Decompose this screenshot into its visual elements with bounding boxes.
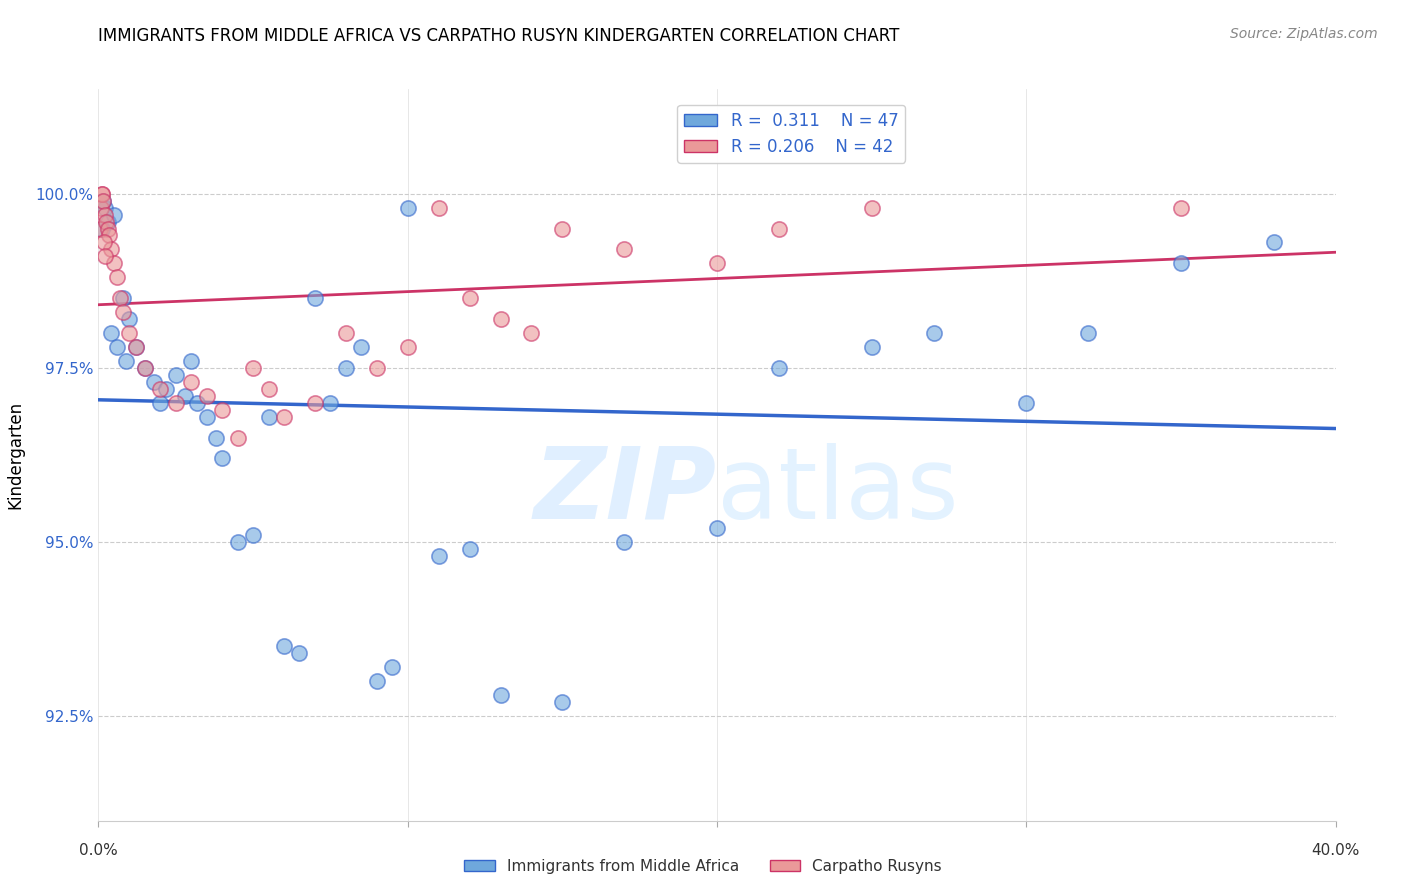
Point <box>489 312 512 326</box>
Point <box>165 368 187 382</box>
Point <box>520 326 543 340</box>
Point <box>98 228 121 243</box>
Point <box>860 201 883 215</box>
Point <box>105 270 128 285</box>
Point <box>186 395 208 409</box>
Point <box>195 409 218 424</box>
Point <box>768 221 790 235</box>
Point <box>427 201 450 215</box>
Point <box>89 221 111 235</box>
Point <box>458 541 481 556</box>
Point <box>922 326 945 340</box>
Point <box>768 360 790 375</box>
Point <box>335 326 357 340</box>
Point <box>257 409 280 424</box>
Point <box>93 208 115 222</box>
Point <box>366 360 388 375</box>
Point <box>319 395 342 409</box>
Point <box>100 326 122 340</box>
Point <box>396 201 419 215</box>
Point <box>90 201 112 215</box>
Point <box>273 409 295 424</box>
Point <box>242 528 264 542</box>
Point <box>180 354 202 368</box>
Point <box>427 549 450 563</box>
Point <box>613 243 636 257</box>
Point <box>118 312 141 326</box>
Text: ZIP: ZIP <box>534 443 717 540</box>
Point <box>93 235 115 250</box>
Point <box>90 221 112 235</box>
Text: 0.0%: 0.0% <box>79 843 118 858</box>
Point <box>551 221 574 235</box>
Point <box>257 382 280 396</box>
Point <box>205 430 228 444</box>
Point <box>350 340 373 354</box>
Point <box>1170 201 1192 215</box>
Point <box>211 402 233 417</box>
Point <box>706 256 728 270</box>
Point <box>1263 235 1285 250</box>
Point <box>115 354 138 368</box>
Point <box>143 375 166 389</box>
Point <box>366 674 388 689</box>
Legend: R =  0.311    N = 47, R = 0.206    N = 42: R = 0.311 N = 47, R = 0.206 N = 42 <box>678 105 905 162</box>
Point <box>112 305 135 319</box>
Point <box>288 647 311 661</box>
Point <box>94 249 117 263</box>
Point <box>458 291 481 305</box>
Legend: Immigrants from Middle Africa, Carpatho Rusyns: Immigrants from Middle Africa, Carpatho … <box>458 853 948 880</box>
Point <box>118 326 141 340</box>
Text: 40.0%: 40.0% <box>1312 843 1360 858</box>
Point <box>1170 256 1192 270</box>
Point <box>211 451 233 466</box>
Point <box>91 186 114 201</box>
Point <box>180 375 202 389</box>
Point <box>489 688 512 702</box>
Point <box>149 395 172 409</box>
Point <box>108 291 131 305</box>
Point <box>100 243 122 257</box>
Point <box>706 521 728 535</box>
Text: Source: ZipAtlas.com: Source: ZipAtlas.com <box>1230 27 1378 41</box>
Point <box>381 660 404 674</box>
Point <box>860 340 883 354</box>
Point <box>273 640 295 654</box>
Point <box>124 340 146 354</box>
Y-axis label: Kindergarten: Kindergarten <box>7 401 24 509</box>
Point <box>149 382 172 396</box>
Point <box>155 382 177 396</box>
Point <box>304 291 326 305</box>
Point <box>226 430 249 444</box>
Point <box>242 360 264 375</box>
Point <box>96 214 118 228</box>
Point <box>124 340 146 354</box>
Point <box>195 389 218 403</box>
Point <box>613 535 636 549</box>
Point <box>396 340 419 354</box>
Point <box>93 201 115 215</box>
Point <box>105 340 128 354</box>
Point <box>304 395 326 409</box>
Point <box>134 360 156 375</box>
Point <box>551 695 574 709</box>
Point <box>165 395 187 409</box>
Point <box>97 214 120 228</box>
Text: IMMIGRANTS FROM MIDDLE AFRICA VS CARPATHO RUSYN KINDERGARTEN CORRELATION CHART: IMMIGRANTS FROM MIDDLE AFRICA VS CARPATH… <box>98 27 900 45</box>
Point <box>226 535 249 549</box>
Point <box>91 194 114 208</box>
Point <box>97 221 120 235</box>
Point <box>335 360 357 375</box>
Text: atlas: atlas <box>717 443 959 540</box>
Point <box>91 194 114 208</box>
Point <box>1077 326 1099 340</box>
Point <box>90 186 112 201</box>
Point <box>174 389 197 403</box>
Point <box>134 360 156 375</box>
Point <box>1015 395 1038 409</box>
Point <box>103 256 125 270</box>
Point <box>103 208 125 222</box>
Point <box>112 291 135 305</box>
